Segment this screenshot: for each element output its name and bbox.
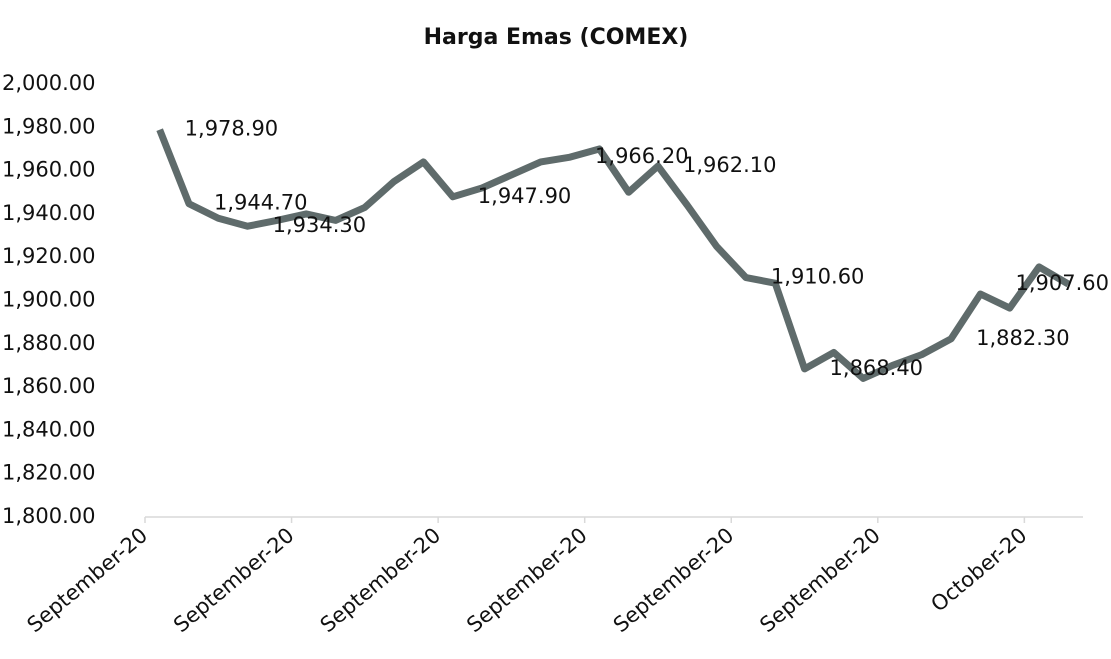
data-label: 1,934.30 — [273, 213, 367, 237]
data-label: 1,944.70 — [214, 191, 308, 215]
data-label: 1,966.20 — [595, 144, 689, 168]
y-tick-label: 2,000.00 — [2, 71, 96, 95]
x-tick-label: September-20 — [755, 523, 885, 637]
y-tick-label: 1,860.00 — [2, 374, 96, 398]
data-label: 1,978.90 — [185, 117, 279, 141]
x-tick-label: September-20 — [609, 523, 739, 637]
y-tick-label: 1,820.00 — [2, 461, 96, 485]
data-label: 1,962.10 — [683, 153, 777, 177]
y-tick-label: 1,960.00 — [2, 158, 96, 182]
y-tick-label: 1,900.00 — [2, 288, 96, 312]
data-label: 1,947.90 — [478, 184, 572, 208]
x-tick-label: September-20 — [22, 523, 152, 637]
chart-title: Harga Emas (COMEX) — [424, 25, 689, 50]
x-tick-label: October-20 — [926, 523, 1031, 617]
data-label: 1,910.60 — [771, 265, 865, 289]
y-tick-label: 1,980.00 — [2, 114, 96, 138]
data-label: 1,907.60 — [1015, 271, 1109, 295]
y-tick-label: 1,940.00 — [2, 201, 96, 225]
x-tick-label: September-20 — [316, 523, 446, 637]
y-tick-label: 1,880.00 — [2, 331, 96, 355]
x-tick-label: September-20 — [169, 523, 299, 637]
data-label: 1,882.30 — [976, 326, 1070, 350]
x-tick-label: September-20 — [462, 523, 592, 637]
line — [156, 128, 1071, 382]
data-label: 1,868.40 — [830, 356, 924, 380]
y-tick-label: 1,920.00 — [2, 244, 96, 268]
y-tick-label: 1,800.00 — [2, 504, 96, 528]
y-tick-label: 1,840.00 — [2, 417, 96, 441]
